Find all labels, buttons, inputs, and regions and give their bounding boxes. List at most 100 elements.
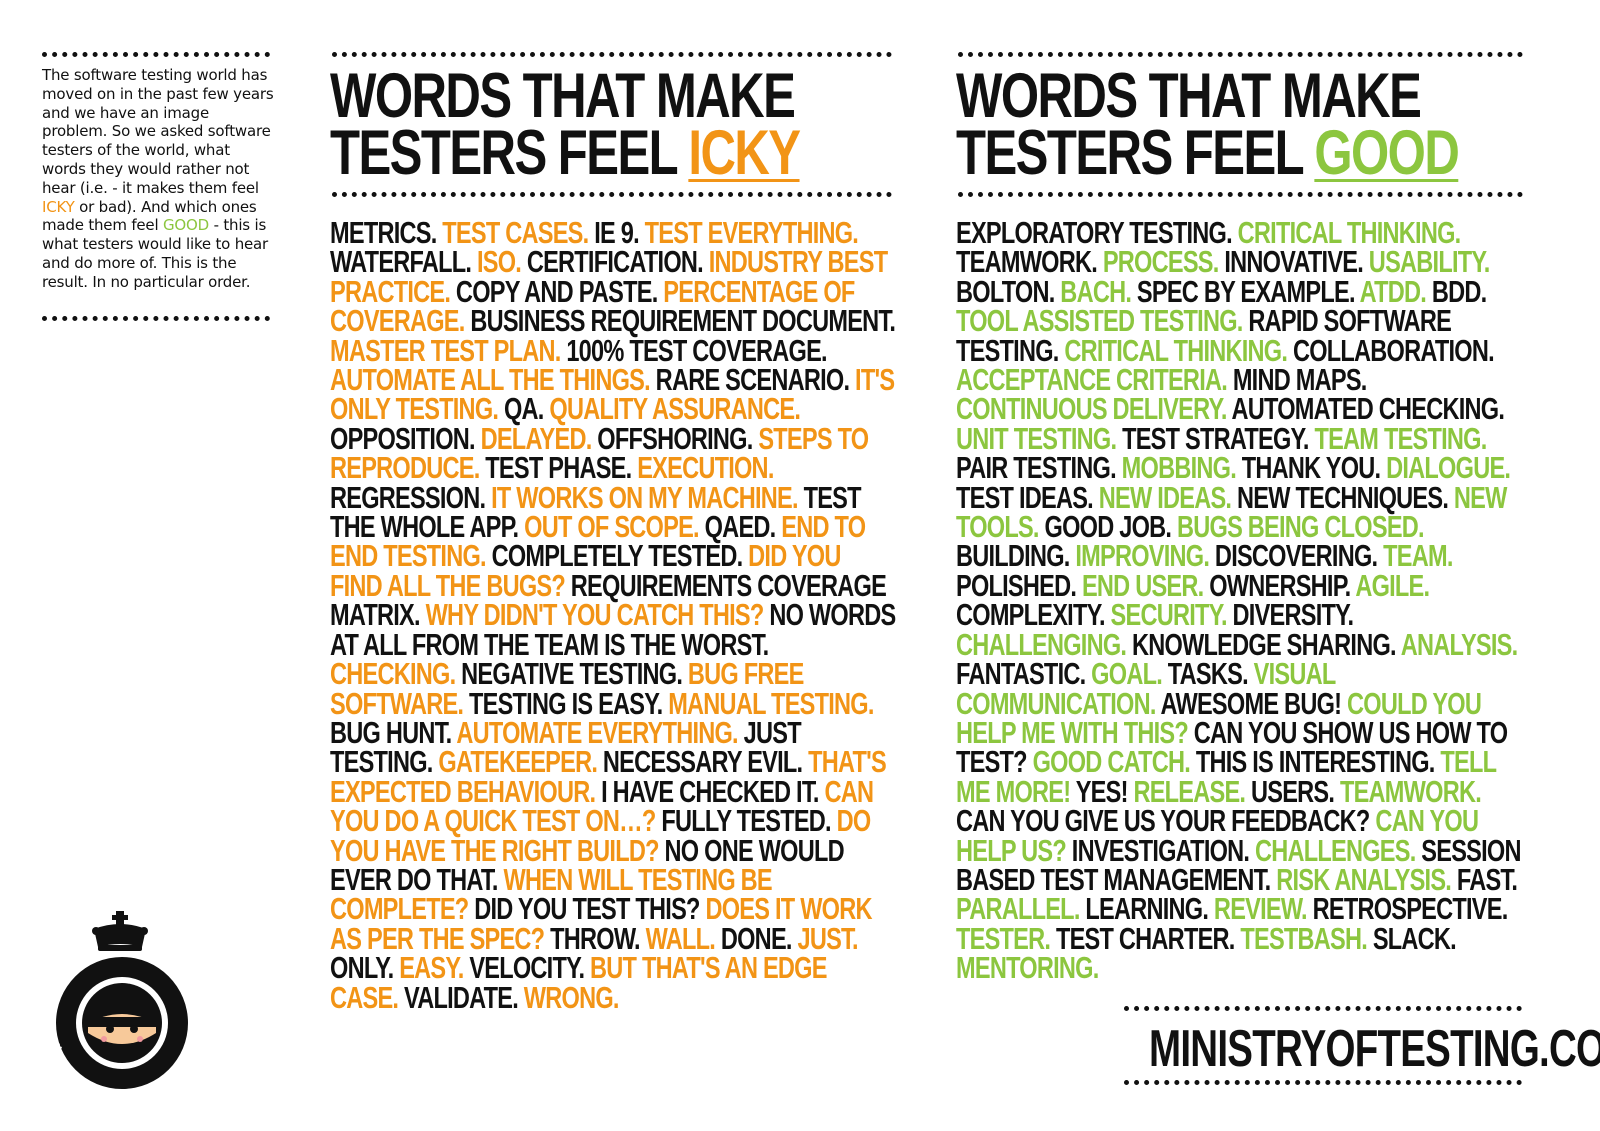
good-word: TEAM. bbox=[1383, 538, 1453, 574]
good-title: WORDS THAT MAKE TESTERS FEEL GOOD bbox=[956, 65, 1460, 185]
good-word: TEST IDEAS. bbox=[956, 479, 1094, 515]
good-word: INNOVATIVE. bbox=[1224, 244, 1364, 280]
icky-word: TEST CASES. bbox=[442, 215, 589, 250]
good-word: CAN YOU GIVE US YOUR FEEDBACK? bbox=[956, 803, 1370, 839]
good-word: ANALYSIS. bbox=[1400, 626, 1518, 662]
good-word: PAIR TESTING. bbox=[956, 450, 1117, 486]
good-word: RISK ANALYSIS. bbox=[1276, 861, 1452, 897]
good-title-line1: WORDS THAT MAKE bbox=[956, 61, 1422, 131]
icky-word: COPY AND PASTE. bbox=[455, 273, 658, 309]
icky-word: IE 9. bbox=[594, 215, 639, 250]
icky-word: END TO END TESTING. bbox=[330, 509, 866, 574]
good-word: REVIEW. bbox=[1213, 891, 1308, 927]
icky-word: WHEN WILL TESTING BE COMPLETE? bbox=[330, 861, 773, 927]
icky-word: RARE SCENARIO. bbox=[655, 362, 850, 398]
good-word: RELEASE. bbox=[1133, 773, 1246, 809]
icky-word: ONLY. bbox=[330, 950, 394, 986]
intro-text: - this is what testers would like to hea… bbox=[42, 216, 269, 291]
icky-word: TESTING IS EASY. bbox=[469, 685, 663, 721]
good-word: THANK YOU. bbox=[1241, 450, 1381, 486]
good-word: AGILE. bbox=[1355, 567, 1430, 603]
good-word: FAST. bbox=[1456, 861, 1518, 897]
icky-word: IT WORKS ON MY MACHINE. bbox=[491, 479, 798, 515]
good-word: RETROSPECTIVE. bbox=[1312, 891, 1509, 927]
icky-word: CAN YOU DO A QUICK TEST ON…? bbox=[330, 773, 874, 839]
ministry-of-testing-logo: ·MINISTRY· OF TESTING· bbox=[38, 911, 205, 1089]
icky-word: QAED. bbox=[704, 509, 777, 545]
good-word: TEAMWORK. bbox=[956, 244, 1098, 280]
good-word: AWESOME BUG! bbox=[1160, 685, 1342, 721]
icky-word: JUST. bbox=[797, 920, 858, 956]
icky-word: CHECKING. bbox=[330, 656, 456, 692]
icky-word: BUG HUNT. bbox=[330, 714, 452, 750]
good-word: NEW TOOLS. bbox=[956, 479, 1507, 545]
good-word: NEW TECHNIQUES. bbox=[1237, 479, 1449, 515]
good-word: BUILDING. bbox=[956, 538, 1070, 574]
footer-url[interactable]: MINISTRYOFTESTING.COM bbox=[1149, 1020, 1600, 1078]
good-word: DIALOGUE. bbox=[1386, 450, 1511, 486]
good-word: MOBBING. bbox=[1121, 450, 1237, 486]
icky-word-list: METRICS. TEST CASES. IE 9. TEST EVERYTHI… bbox=[330, 215, 896, 1015]
good-word: SLACK. bbox=[1372, 920, 1457, 956]
icky-title-highlight: ICKY bbox=[688, 118, 801, 188]
good-word: RAPID SOFTWARE TESTING. bbox=[956, 303, 1452, 368]
good-word: BOLTON. bbox=[956, 273, 1055, 309]
good-word: CHALLENGING. bbox=[956, 626, 1127, 662]
icky-word: STEPS TO REPRODUCE. bbox=[330, 420, 869, 486]
good-word: TELL ME MORE! bbox=[956, 744, 1497, 809]
good-word: TESTER. bbox=[956, 920, 1051, 956]
good-word: ATDD. bbox=[1359, 273, 1427, 309]
good-word: THIS IS INTERESTING. bbox=[1195, 744, 1436, 780]
icky-word: DO YOU HAVE THE RIGHT BUILD? bbox=[330, 803, 871, 868]
good-word: KNOWLEDGE SHARING. bbox=[1131, 626, 1397, 662]
icky-word: VALIDATE. bbox=[404, 979, 519, 1015]
intro-bottom-divider bbox=[42, 316, 270, 321]
icky-word: AUTOMATE ALL THE THINGS. bbox=[330, 362, 651, 398]
good-word: TESTBASH. bbox=[1240, 920, 1368, 956]
intro-text: or bad). And which ones made them feel bbox=[42, 197, 257, 235]
icky-top-divider bbox=[332, 52, 892, 57]
good-word: DISCOVERING. bbox=[1214, 538, 1378, 574]
icky-word: WHY DIDN'T YOU CATCH THIS? bbox=[425, 597, 765, 633]
icky-word: MASTER TEST PLAN. bbox=[330, 332, 561, 368]
good-word: EXPLORATORY TESTING. bbox=[956, 215, 1233, 250]
footer-bottom-divider bbox=[1124, 1080, 1522, 1085]
good-word: SECURITY. bbox=[1110, 597, 1228, 633]
icky-word: THROW. bbox=[550, 920, 640, 956]
icky-word: METRICS. bbox=[330, 215, 437, 250]
icky-word: BUT THAT'S AN EDGE CASE. bbox=[330, 950, 827, 1015]
good-word: TEST STRATEGY. bbox=[1122, 420, 1309, 456]
good-word: GOAL. bbox=[1091, 656, 1163, 692]
icky-word: QA. bbox=[503, 391, 544, 427]
good-word: PARALLEL. bbox=[956, 891, 1080, 927]
icky-word: INDUSTRY BEST PRACTICE. bbox=[330, 244, 888, 309]
good-word: USABILITY. bbox=[1368, 244, 1490, 280]
good-word: CRITICAL THINKING. bbox=[1064, 332, 1288, 368]
icky-bottom-divider bbox=[332, 192, 892, 197]
icky-word: REGRESSION. bbox=[330, 479, 486, 515]
good-word: TOOL ASSISTED TESTING. bbox=[956, 303, 1243, 339]
icky-word: CERTIFICATION. bbox=[526, 244, 704, 280]
icky-word: BUSINESS REQUIREMENT DOCUMENT. bbox=[470, 303, 896, 339]
good-word: BACH. bbox=[1060, 273, 1132, 309]
good-word: NEW IDEAS. bbox=[1098, 479, 1232, 515]
good-word-list: EXPLORATORY TESTING. CRITICAL THINKING. … bbox=[956, 215, 1522, 986]
icky-word: IT'S ONLY TESTING. bbox=[330, 362, 895, 427]
good-title-highlight: GOOD bbox=[1314, 118, 1459, 188]
good-word: LEARNING. bbox=[1085, 891, 1209, 927]
good-word: DIVERSITY. bbox=[1232, 597, 1354, 633]
good-word: MIND MAPS. bbox=[1232, 362, 1368, 398]
good-word: INVESTIGATION. bbox=[1071, 832, 1250, 868]
good-word: COLLABORATION. bbox=[1292, 332, 1495, 368]
icky-word: NO ONE WOULD EVER DO THAT. bbox=[330, 832, 845, 897]
good-word: MENTORING. bbox=[956, 950, 1099, 986]
good-word: YES! bbox=[1075, 773, 1129, 809]
intro-top-divider bbox=[42, 52, 270, 57]
good-word: COULD YOU HELP ME WITH THIS? bbox=[956, 685, 1482, 750]
icky-word: WATERFALL. bbox=[330, 244, 472, 280]
icky-word: DELAYED. bbox=[480, 420, 593, 456]
icky-word: OPPOSITION. bbox=[330, 420, 476, 456]
good-word: PROCESS. bbox=[1102, 244, 1219, 280]
icky-word: FULLY TESTED. bbox=[661, 803, 831, 839]
icky-word: PERCENTAGE OF COVERAGE. bbox=[330, 273, 855, 339]
